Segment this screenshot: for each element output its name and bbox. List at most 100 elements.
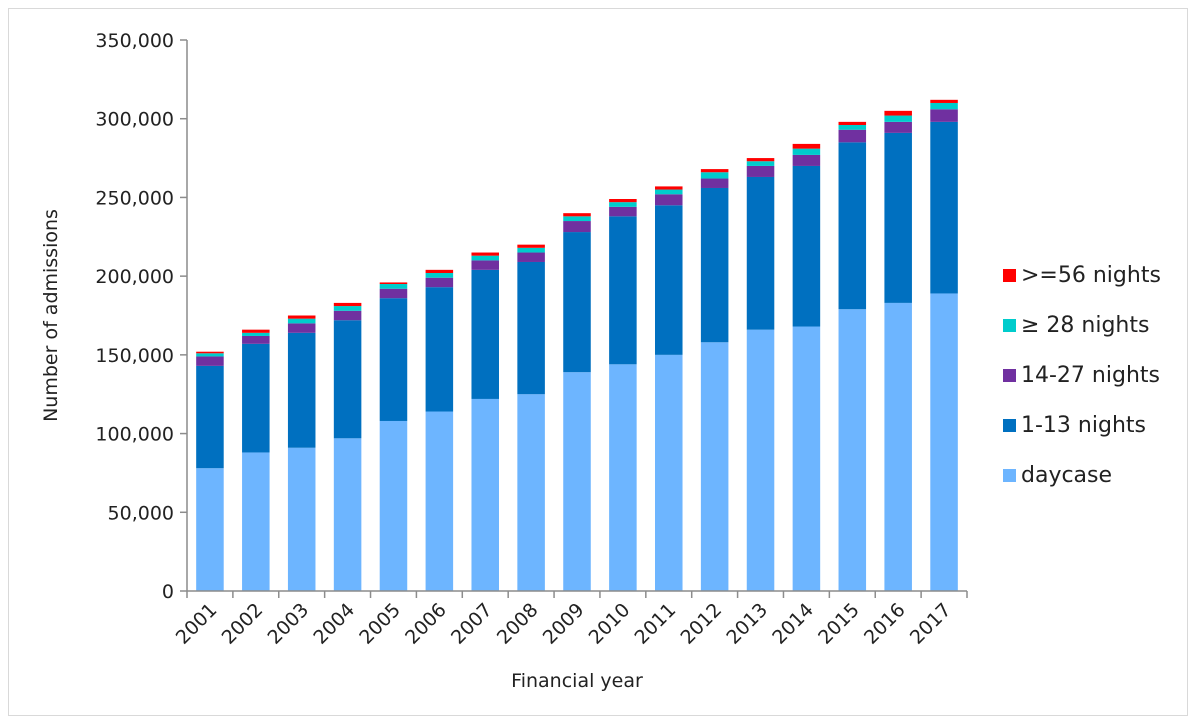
x-axis-title: Financial year <box>511 670 643 692</box>
bar-segment <box>700 187 729 343</box>
bar-segment <box>242 335 270 344</box>
bar-segment <box>609 364 637 591</box>
x-tick-label: 2009 <box>539 599 589 649</box>
chart-frame: 0 50,000 100,000 150,000 200,000 250,000 300,0… <box>8 8 1188 716</box>
bar-segment <box>287 315 316 319</box>
bar-segment <box>609 199 637 203</box>
bar-segment <box>563 213 591 217</box>
bar-segment <box>700 169 729 173</box>
bar-segment <box>517 244 545 248</box>
bar-segment <box>333 302 362 307</box>
bar-segment <box>471 269 499 399</box>
bar-segment <box>884 302 912 591</box>
bar-segment <box>379 298 408 421</box>
bar-segment <box>609 202 637 207</box>
x-tick-label: 2001 <box>172 599 222 649</box>
bar-segment <box>884 121 912 133</box>
x-tick-label: 2002 <box>218 599 268 649</box>
bar-segment <box>517 247 545 253</box>
bar-segment <box>838 129 867 143</box>
bar-segment <box>333 320 362 439</box>
x-tick-label: 2015 <box>814 599 864 649</box>
bar-segment <box>884 110 912 116</box>
bar-segment <box>196 356 224 366</box>
bar-segment <box>563 372 591 591</box>
bar-segment <box>379 288 408 299</box>
y-tick-label: 250,000 <box>95 187 174 209</box>
bar-segment <box>471 260 499 270</box>
bar-segment <box>517 252 545 262</box>
bar-segment <box>746 165 775 177</box>
bar-segment <box>563 232 591 373</box>
bar-segment <box>746 329 775 591</box>
bar-segment <box>287 323 316 333</box>
bar-segment <box>563 221 591 233</box>
x-tick-label: 2010 <box>585 599 635 649</box>
x-tick-label: 2017 <box>906 599 956 649</box>
bar-segment <box>287 447 316 591</box>
bar-segment <box>563 216 591 222</box>
bar-segment <box>471 398 499 591</box>
bar-segment <box>884 132 912 303</box>
bar-segment <box>930 99 958 103</box>
bar-segment <box>196 365 224 469</box>
bar-segment <box>930 293 958 591</box>
bar-segment <box>517 261 545 395</box>
legend-label: 1-13 nights <box>1021 413 1146 438</box>
legend-swatch <box>1003 469 1016 482</box>
bar-segment <box>838 121 867 126</box>
bar-segment <box>700 178 729 188</box>
bar-segment <box>700 172 729 179</box>
bar-segment <box>838 125 867 130</box>
legend-label: daycase <box>1021 463 1112 488</box>
legend-swatch <box>1003 419 1016 432</box>
bar-segment <box>471 252 499 256</box>
y-tick-label: 300,000 <box>95 109 174 131</box>
x-axis-ticks: 2001200220032004200520062007200820092010… <box>172 591 968 649</box>
bar-segment <box>242 343 270 453</box>
bar-segment <box>333 306 362 311</box>
bar-segment <box>609 216 637 365</box>
bar-segment <box>379 420 408 591</box>
bar-segment <box>333 310 362 321</box>
y-tick-label: 150,000 <box>95 345 174 367</box>
bar-segment <box>379 284 408 289</box>
x-tick-label: 2005 <box>355 599 405 649</box>
x-tick-label: 2008 <box>493 599 543 649</box>
bar-segment <box>655 194 683 206</box>
bar-segment <box>792 148 821 155</box>
bar-segment <box>425 269 454 273</box>
legend-label: >=56 nights <box>1021 263 1161 288</box>
bar-segment <box>792 154 821 166</box>
bar-segment <box>792 143 821 149</box>
bar-segment <box>333 438 362 591</box>
y-axis-ticks: 0 50,000 100,000 150,000 200,000 250,000 300,0… <box>95 30 187 603</box>
y-tick-label: 0 <box>162 581 174 603</box>
y-tick-label: 350,000 <box>95 30 174 52</box>
y-axis-title: Number of admissions <box>40 209 62 422</box>
bar-segment <box>196 468 224 591</box>
x-tick-label: 2004 <box>309 599 359 649</box>
x-tick-label: 2011 <box>631 599 681 649</box>
bar-segment <box>425 411 454 591</box>
y-tick-label: 200,000 <box>95 266 174 288</box>
bar-segment <box>700 342 729 591</box>
bar-segment <box>471 255 499 261</box>
x-tick-label: 2014 <box>768 599 818 649</box>
x-tick-label: 2003 <box>263 599 313 649</box>
bar-segment <box>425 287 454 412</box>
bar-segment <box>792 165 821 327</box>
bar-segment <box>838 142 867 310</box>
stacked-bar-chart: 0 50,000 100,000 150,000 200,000 250,000 300,0… <box>40 30 1161 692</box>
bar-segment <box>379 282 408 285</box>
bar-segment <box>792 326 821 591</box>
y-tick-label: 100,000 <box>95 424 174 446</box>
bar-segment <box>287 332 316 448</box>
legend-label: 14-27 nights <box>1021 363 1160 388</box>
bar-segment <box>746 176 775 330</box>
bar-segment <box>884 115 912 122</box>
bar-segment <box>930 102 958 110</box>
axes-layer <box>186 40 967 592</box>
legend-swatch <box>1003 269 1016 282</box>
bar-segment <box>425 277 454 288</box>
